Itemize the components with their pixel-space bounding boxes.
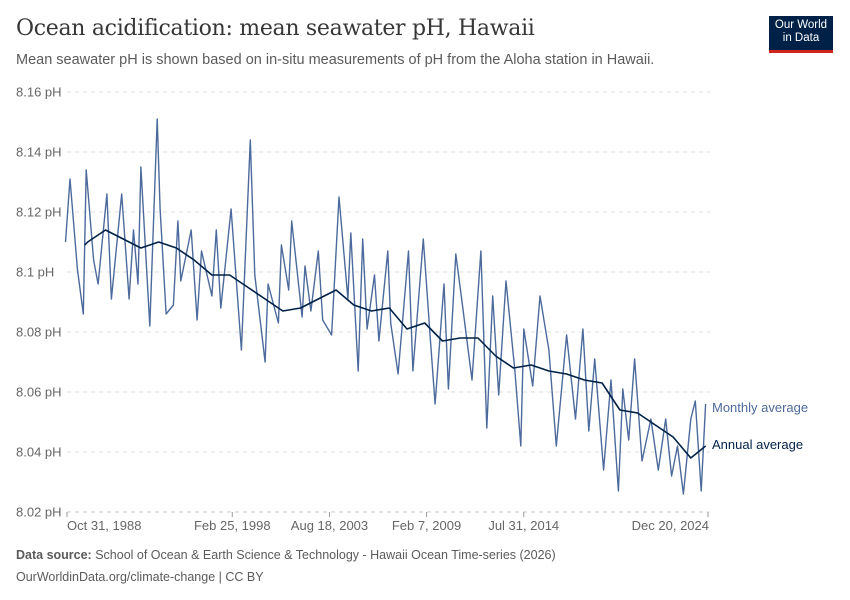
chart-title: Ocean acidification: mean seawater pH, H… — [16, 16, 535, 41]
chart-subtitle: Mean seawater pH is shown based on in-si… — [16, 52, 655, 68]
logo-line-1: Our World — [774, 19, 828, 31]
data-source: Data source: School of Ocean & Earth Sci… — [16, 548, 556, 562]
y-tick-label: 8.06 pH — [16, 385, 62, 400]
data-source-label: Data source: — [16, 548, 92, 562]
logo-line-2: in Data — [782, 32, 820, 44]
x-tick-label: Feb 7, 2009 — [392, 518, 461, 533]
y-tick-label: 8.02 pH — [16, 505, 62, 520]
y-tick-label: 8.04 pH — [16, 445, 62, 460]
legend-annual-average: Annual average — [712, 437, 803, 452]
y-tick-label: 8.1 pH — [16, 265, 54, 280]
annual-average-line — [84, 229, 707, 459]
owid-logo[interactable]: Our World in Data — [769, 16, 833, 53]
footer-link[interactable]: OurWorldinData.org/climate-change | CC B… — [16, 570, 264, 584]
y-tick-label: 8.08 pH — [16, 325, 62, 340]
monthly-average-line — [64, 118, 707, 495]
data-source-text: School of Ocean & Earth Science & Techno… — [95, 548, 556, 562]
y-tick-label: 8.14 pH — [16, 145, 62, 160]
x-tick-label: Dec 20, 2024 — [632, 518, 709, 533]
x-tick-label: Oct 31, 1988 — [67, 518, 141, 533]
y-tick-label: 8.12 pH — [16, 205, 62, 220]
y-tick-label: 8.16 pH — [16, 85, 62, 100]
x-tick-label: Feb 25, 1998 — [194, 518, 271, 533]
x-tick-label: Aug 18, 2003 — [291, 518, 368, 533]
legend-monthly-average: Monthly average — [712, 400, 808, 415]
x-tick-label: Jul 31, 2014 — [488, 518, 559, 533]
